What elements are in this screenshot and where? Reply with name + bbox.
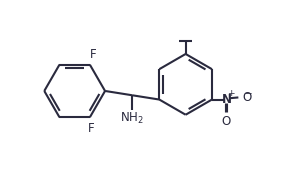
Text: O: O [242,91,252,104]
Text: N: N [221,93,232,106]
Text: −: − [244,89,253,99]
Text: NH$_2$: NH$_2$ [120,111,144,126]
Text: F: F [88,122,95,135]
Text: F: F [90,49,96,61]
Text: +: + [227,89,235,98]
Text: O: O [222,115,231,128]
